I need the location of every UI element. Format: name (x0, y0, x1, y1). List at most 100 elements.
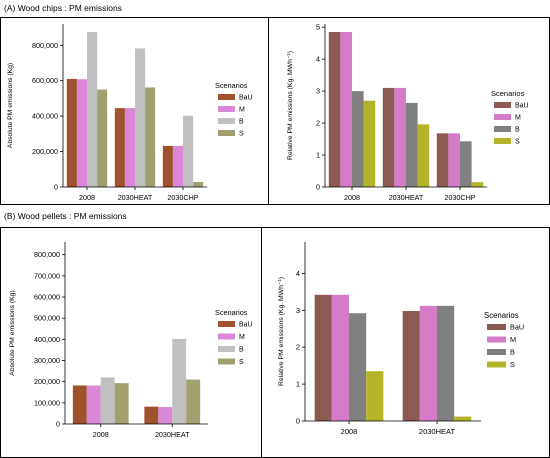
panel-a-left-legend-swatch-m (218, 106, 235, 112)
panel-b-left-legend-label-m: M (239, 334, 245, 341)
panel-a-right-y-tick-label: 5 (316, 23, 320, 32)
panel-b-right-bar-s-2008 (366, 371, 383, 421)
panel-b-left-legend-label-s: S (239, 359, 244, 366)
panel-a-right-legend-swatch-b (494, 126, 511, 132)
panel-b-left-bar-s-2008 (115, 383, 129, 424)
panel-a-right-legend-swatch-s (494, 138, 511, 144)
panel-b-right-legend-swatch-bau (487, 324, 506, 330)
panel-b-left-y-tick-label: 400,000 (34, 335, 60, 344)
panel-a-right-x-tick-label-2008: 2008 (344, 193, 360, 202)
panel-a-right-x-tick-label-2030heat: 2030HEAT (389, 193, 424, 202)
panel-b-right-y-tick-label: 1 (296, 380, 300, 389)
panel-a-right-bar-bau-2008 (329, 32, 341, 187)
panel-b-right-legend-label-m: M (510, 335, 516, 344)
panel-a-left-bar-m-2030heat (125, 108, 135, 187)
panel-b-left-legend-label-b: B (239, 347, 244, 354)
panel-a-left-bar-bau-2030chp (163, 146, 173, 187)
panel-b-left-y-tick-label: 800,000 (34, 250, 60, 259)
panel-a-left-legend-label-s: S (239, 131, 244, 138)
panel-b-left-y-tick-label: 500,000 (34, 314, 60, 323)
panel-b-left-legend-title: Scenarios (215, 308, 248, 317)
panel-b-left-x-tick-label-2008: 2008 (93, 430, 109, 439)
panel-a-left-y-tick-label: 200,000 (32, 147, 58, 156)
panel-b-right-y-tick-label: 4 (296, 269, 300, 278)
panel-a-left-x-tick-label-2030heat: 2030HEAT (118, 193, 153, 202)
panel-a-left-bar-m-2030chp (173, 146, 183, 187)
panel-b-right-bar-bau-2008 (315, 295, 332, 421)
panel-a-right-bar-b-2030chp (460, 141, 472, 187)
panel-a-right-legend-label-m: M (515, 115, 521, 122)
panel-b-right-legend-label-b: B (510, 348, 515, 357)
panel-a-right-bar-bau-2030chp (437, 133, 449, 187)
panel-a-left-bar-b-2030chp (183, 116, 193, 187)
panel-a-left-bar-s-2030heat (145, 87, 155, 187)
panel-a-right-bar-m-2008 (340, 32, 352, 187)
panel-b-left-y-tick-label: 200,000 (34, 377, 60, 386)
panel-a-left-legend-swatch-s (218, 130, 235, 136)
panel-a-right-y-tick-label: 2 (316, 119, 320, 128)
panel-b-right-bar-bau-2030heat (403, 311, 420, 421)
panel-a-right-legend-swatch-bau (494, 102, 511, 108)
panel-b-left-x-tick-label-2030heat: 2030HEAT (155, 430, 190, 439)
panel-b-right-bar-m-2008 (332, 295, 349, 421)
panel-b-right-legend-swatch-m (487, 337, 506, 343)
panel-a-left-bar-m-2008 (77, 79, 87, 187)
panel-a-right-y-tick-label: 3 (316, 87, 320, 96)
panel-b-left-y-tick-label: 0 (56, 420, 60, 429)
panel-a-left-y-tick-label: 0 (54, 183, 58, 192)
panel-b-right-y-axis-label: Relative PM emissions (Kg. MWh⁻¹) (278, 277, 285, 386)
panel-a-left-bar-b-2008 (87, 32, 97, 187)
panel-b-left-y-tick-label: 300,000 (34, 356, 60, 365)
panel-b-right-y-tick-label: 2 (296, 343, 300, 352)
panel-a-left-y-tick-label: 800,000 (32, 41, 58, 50)
panel-b-right-x-tick-label-2030heat: 2030HEAT (419, 427, 456, 436)
panel-a-left-x-tick-label-2030chp: 2030CHP (167, 193, 198, 202)
panel-b-left-bar-m-2008 (87, 385, 101, 424)
panel-a-right-bar-bau-2030heat (383, 88, 395, 187)
panel-a-right-legend-label-bau: BaU (515, 103, 529, 110)
panel-a-left-bar-s-2008 (97, 90, 107, 187)
panel-a-right-chart: 0 1 2 3 4 5 2008 2030HEAT 2030CHP Relative PM emi… (287, 23, 529, 202)
panel-a-left-bar-bau-2008 (67, 79, 77, 187)
panel-a-left-bar-b-2030heat (135, 48, 145, 187)
panel-b-left-chart: 0 100,000 200,000 300,000 400,000 500,000 600,… (9, 242, 253, 439)
panel-a-right-legend-label-b: B (515, 127, 520, 134)
panel-b-left-y-tick-label: 100,000 (34, 398, 60, 407)
panel-b-right-y-tick-label: 0 (296, 417, 300, 426)
panel-b-right-y-tick-label: 3 (296, 306, 300, 315)
panel-a-left-bar-bau-2030heat (115, 108, 125, 187)
panel-a-left-bar-s-2030chp (193, 182, 203, 187)
panel-a-right-bar-b-2030heat (406, 103, 418, 187)
panel-a-right-bar-m-2030heat (394, 88, 406, 187)
panel-a-right-legend-title: Scenarios (491, 89, 525, 98)
panel-b-left-bar-b-2008 (101, 377, 115, 424)
panel-b-left-bar-bau-2008 (73, 385, 87, 424)
panel-a-left-y-axis-label: Absolute PM emissions (Kg) (7, 63, 14, 148)
panel-b-right-legend-label-bau: BaU (510, 323, 524, 332)
panel-b-right-legend-label-s: S (510, 360, 515, 369)
panel-a-left-legend-title: Scenarios (215, 81, 248, 90)
panel-a-left-x-tick-label-2008: 2008 (79, 193, 95, 202)
panel-b-left-bar-s-2030heat (186, 380, 200, 424)
panel-b-left-y-axis-label: Absolute PM emissions (Kg) (9, 290, 16, 375)
panel-a-right-bar-s-2030chp (472, 182, 484, 187)
panel-a-right-y-tick-label: 0 (316, 183, 320, 192)
panel-a-right-bar-b-2008 (352, 91, 364, 187)
panel-b-left-legend-swatch-m (218, 334, 235, 340)
panel-b-right-legend-swatch-s (487, 362, 506, 368)
panel-a-left-legend-swatch-bau (218, 94, 235, 100)
panel-b-right-bar-s-2030heat (454, 417, 471, 421)
panel-a-left-legend-swatch-b (218, 118, 235, 124)
panel-b-right-bar-b-2008 (349, 313, 366, 421)
panel-b-right-bar-m-2030heat (420, 306, 437, 421)
panel-a-right-bar-s-2030heat (418, 124, 430, 187)
panel-a-right-x-tick-label-2030chp: 2030CHP (444, 193, 475, 202)
panel-a-right-legend-swatch-m (494, 114, 511, 120)
panel-b-left-legend-swatch-bau (218, 321, 235, 327)
panel-a-right-y-tick-label: 1 (316, 151, 320, 160)
panel-b-left-bar-bau-2030heat (144, 407, 158, 424)
panel-b-left-y-tick-label: 700,000 (34, 271, 60, 280)
panel-b-left-bar-m-2030heat (158, 407, 172, 424)
panel-a-right-y-tick-label: 4 (316, 55, 320, 64)
